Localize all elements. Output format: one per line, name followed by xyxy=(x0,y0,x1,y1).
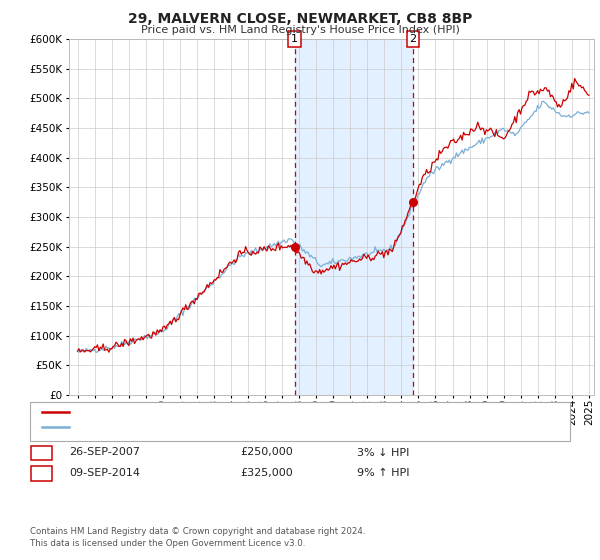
Text: Price paid vs. HM Land Registry's House Price Index (HPI): Price paid vs. HM Land Registry's House … xyxy=(140,25,460,35)
Text: 29, MALVERN CLOSE, NEWMARKET, CB8 8BP: 29, MALVERN CLOSE, NEWMARKET, CB8 8BP xyxy=(128,12,472,26)
Text: 09-SEP-2014: 09-SEP-2014 xyxy=(69,468,140,478)
Text: 29, MALVERN CLOSE, NEWMARKET, CB8 8BP (detached house): 29, MALVERN CLOSE, NEWMARKET, CB8 8BP (d… xyxy=(75,407,401,417)
Text: 9% ↑ HPI: 9% ↑ HPI xyxy=(357,468,409,478)
Text: £250,000: £250,000 xyxy=(240,447,293,458)
Text: Contains HM Land Registry data © Crown copyright and database right 2024.: Contains HM Land Registry data © Crown c… xyxy=(30,528,365,536)
Bar xyxy=(295,39,413,395)
Text: 2: 2 xyxy=(38,468,45,478)
Text: 2: 2 xyxy=(410,34,417,44)
Text: 1: 1 xyxy=(291,34,298,44)
Text: 1: 1 xyxy=(38,447,45,458)
Text: This data is licensed under the Open Government Licence v3.0.: This data is licensed under the Open Gov… xyxy=(30,539,305,548)
Text: 3% ↓ HPI: 3% ↓ HPI xyxy=(357,447,409,458)
Text: HPI: Average price, detached house, East Cambridgeshire: HPI: Average price, detached house, East… xyxy=(75,422,377,432)
Text: 26-SEP-2007: 26-SEP-2007 xyxy=(69,447,140,458)
Text: £325,000: £325,000 xyxy=(240,468,293,478)
